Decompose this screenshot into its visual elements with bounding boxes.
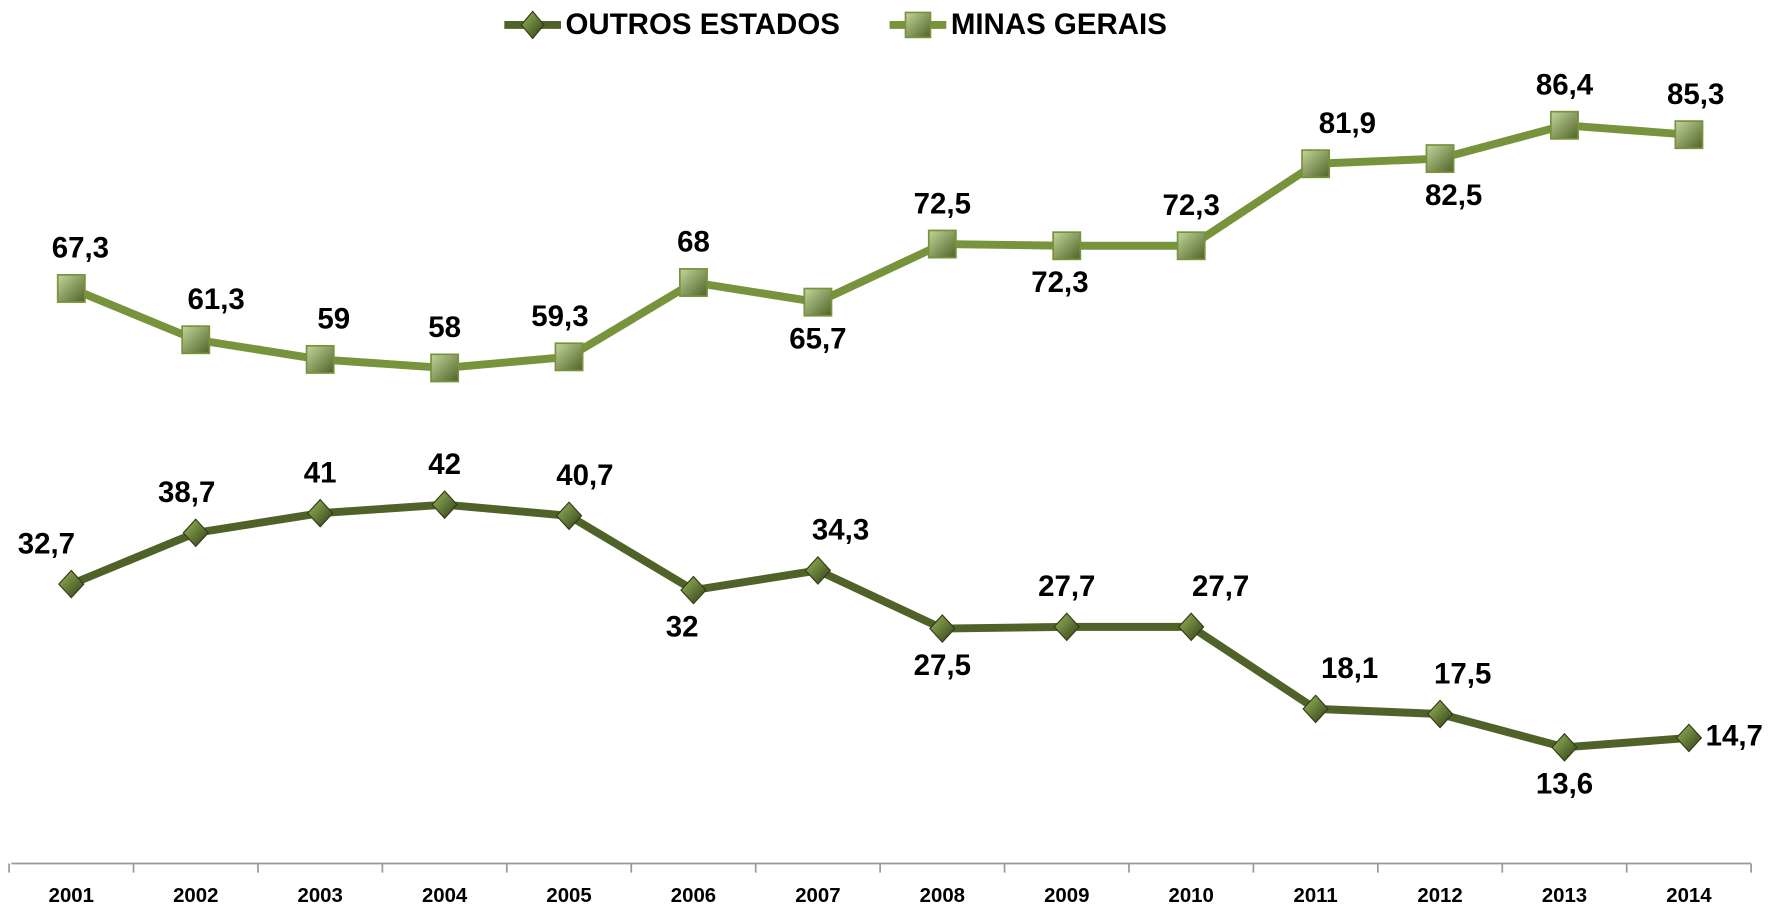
legend-marker	[520, 10, 545, 40]
marker	[182, 518, 209, 548]
marker	[305, 344, 335, 374]
x-tick-label: 2012	[1417, 885, 1462, 907]
value-label: 14,7	[1706, 720, 1763, 753]
value-label: 67,3	[52, 232, 109, 265]
marker	[1302, 694, 1329, 724]
marker	[1053, 612, 1080, 642]
marker	[1176, 231, 1206, 261]
value-label: 61,3	[187, 283, 244, 316]
x-tick-label: 2003	[298, 885, 343, 907]
x-tick-label: 2014	[1666, 885, 1712, 907]
x-tick-label: 2002	[173, 885, 218, 907]
value-label: 59,3	[531, 300, 588, 333]
marker	[804, 556, 832, 585]
value-label: 40,7	[556, 459, 613, 492]
marker	[1177, 612, 1205, 642]
value-label: 82,5	[1425, 179, 1482, 212]
x-tick-label: 2010	[1169, 885, 1214, 907]
value-label: 72,5	[914, 187, 971, 220]
x-tick-label: 2006	[671, 885, 716, 907]
legend-label: OUTROS ESTADOS	[566, 8, 840, 41]
value-label: 65,7	[789, 322, 846, 355]
marker	[680, 575, 707, 605]
value-label: 68	[677, 226, 710, 259]
value-label: 86,4	[1536, 69, 1594, 102]
value-label: 85,3	[1667, 78, 1724, 111]
marker	[58, 569, 85, 599]
value-label: 72,3	[1031, 266, 1088, 299]
legend-label: MINAS GERAIS	[951, 8, 1167, 41]
marker	[679, 268, 708, 297]
x-tick-label: 2004	[422, 885, 468, 907]
x-tick-label: 2001	[49, 885, 94, 907]
x-tick-label: 2013	[1542, 885, 1587, 907]
marker	[181, 325, 211, 355]
value-label: 13,6	[1536, 768, 1593, 801]
marker	[56, 274, 86, 303]
x-tick-label: 2009	[1044, 885, 1089, 907]
value-label: 59	[317, 303, 350, 336]
marker	[306, 498, 334, 528]
x-tick-label: 2005	[546, 885, 591, 907]
marker	[430, 353, 460, 383]
marker	[555, 501, 583, 531]
value-label: 17,5	[1434, 657, 1491, 690]
value-label: 27,7	[1038, 570, 1095, 603]
marker	[803, 287, 833, 317]
value-label: 27,5	[914, 649, 971, 682]
marker	[431, 490, 458, 520]
marker	[929, 614, 956, 643]
marker	[1550, 110, 1579, 140]
marker	[1426, 699, 1454, 729]
series-line	[69, 121, 1690, 372]
value-label: 81,9	[1319, 107, 1376, 140]
value-label: 72,3	[1163, 189, 1220, 222]
marker	[1551, 732, 1578, 762]
marker	[1425, 144, 1455, 174]
marker	[1052, 231, 1082, 261]
x-tick-label: 2007	[795, 885, 840, 907]
value-label: 34,3	[812, 514, 869, 547]
marker	[554, 342, 584, 372]
marker	[1301, 149, 1331, 179]
x-tick-label: 2011	[1294, 885, 1338, 907]
value-label: 42	[428, 448, 461, 481]
x-tick-label: 2008	[920, 885, 965, 907]
marker	[927, 229, 957, 259]
series-line	[69, 500, 1690, 752]
value-label: 32,7	[18, 527, 75, 560]
value-label: 41	[304, 456, 337, 489]
value-label: 18,1	[1321, 652, 1378, 685]
marker	[1674, 120, 1704, 150]
marker	[1675, 723, 1703, 753]
value-label: 38,7	[158, 476, 215, 509]
value-label: 27,7	[1192, 570, 1249, 603]
value-label: 32	[666, 610, 699, 643]
value-label: 58	[428, 311, 461, 344]
legend-marker	[904, 11, 932, 39]
